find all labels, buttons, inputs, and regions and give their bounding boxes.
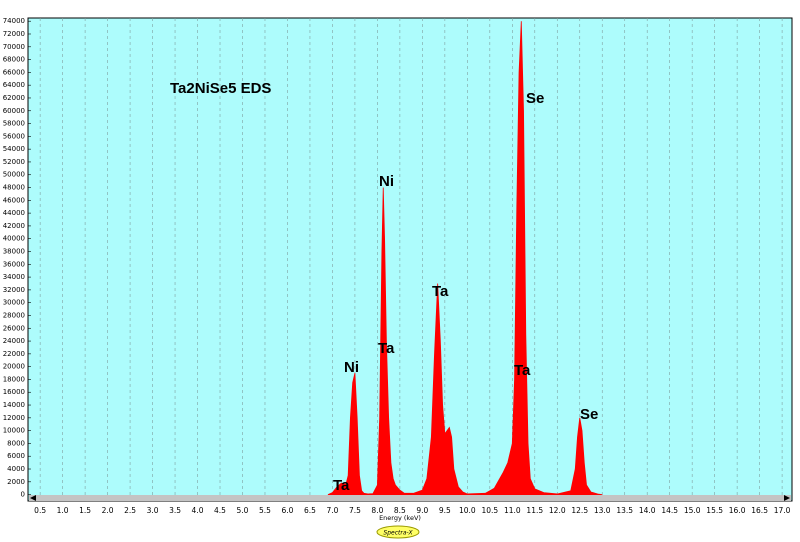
y-tick-label: 40000 <box>3 235 25 243</box>
x-tick-label: 13.0 <box>594 506 611 515</box>
y-tick-label: 28000 <box>3 311 25 319</box>
y-tick-label: 46000 <box>3 196 25 204</box>
peak-label: Ta <box>514 362 531 379</box>
y-tick-label: 70000 <box>3 43 25 51</box>
x-tick-label: 16.0 <box>729 506 746 515</box>
y-tick-label: 62000 <box>3 94 25 102</box>
y-tick-label: 2000 <box>7 478 25 486</box>
y-tick-label: 38000 <box>3 248 25 256</box>
y-tick-label: 64000 <box>3 81 25 89</box>
y-tick-label: 44000 <box>3 209 25 217</box>
x-tick-label: 4.0 <box>192 506 204 515</box>
peak-label: Ta <box>333 477 350 494</box>
x-tick-label: 5.0 <box>237 506 249 515</box>
x-tick-label: 8.5 <box>394 506 406 515</box>
y-tick-label: 52000 <box>3 158 25 166</box>
x-tick-label: 5.5 <box>259 506 271 515</box>
peak-label: Se <box>526 90 544 107</box>
x-tick-label: 14.0 <box>639 506 656 515</box>
y-tick-label: 56000 <box>3 132 25 140</box>
x-tick-label: 3.5 <box>169 506 181 515</box>
spectrum <box>327 21 603 495</box>
logo-badge <box>376 525 420 539</box>
x-tick-label: 3.0 <box>147 506 159 515</box>
x-tick-label: 8.0 <box>371 506 383 515</box>
y-tick-label: 74000 <box>3 17 25 25</box>
x-tick-label: 2.5 <box>124 506 136 515</box>
peak-label: Ta <box>432 283 449 300</box>
y-tick-label: 72000 <box>3 30 25 38</box>
x-tick-label: 12.5 <box>571 506 588 515</box>
y-tick-label: 54000 <box>3 145 25 153</box>
y-tick-label: 42000 <box>3 222 25 230</box>
x-tick-label: 2.0 <box>102 506 114 515</box>
y-tick-label: 48000 <box>3 184 25 192</box>
x-tick-label: 0.5 <box>34 506 46 515</box>
x-axis-label: Energy (keV) <box>379 514 421 522</box>
y-tick-label: 30000 <box>3 299 25 307</box>
peak-label: Ni <box>344 359 359 376</box>
x-tick-label: 10.0 <box>459 506 476 515</box>
x-tick-label: 9.5 <box>439 506 451 515</box>
y-tick-label: 66000 <box>3 68 25 76</box>
y-tick-label: 20000 <box>3 363 25 371</box>
peak-label: Se <box>580 406 598 423</box>
x-tick-label: 11.5 <box>526 506 543 515</box>
y-tick-label: 6000 <box>7 452 25 460</box>
y-tick-label: 8000 <box>7 439 25 447</box>
x-tick-label: 14.5 <box>661 506 678 515</box>
y-tick-label: 34000 <box>3 273 25 281</box>
y-tick-label: 10000 <box>3 427 25 435</box>
y-tick-label: 18000 <box>3 375 25 383</box>
peak-label: Ta <box>378 340 395 357</box>
y-tick-label: 0 <box>21 491 25 499</box>
x-tick-label: 13.5 <box>616 506 633 515</box>
y-tick-label: 26000 <box>3 324 25 332</box>
logo: Spectra-X <box>383 530 413 537</box>
y-tick-label: 22000 <box>3 350 25 358</box>
peak-label: Ni <box>379 173 394 190</box>
y-tick-label: 32000 <box>3 286 25 294</box>
x-tick-label: 7.5 <box>349 506 361 515</box>
x-tick-label: 6.5 <box>304 506 316 515</box>
y-tick-label: 24000 <box>3 337 25 345</box>
plot-area <box>27 17 793 502</box>
y-tick-label: 16000 <box>3 388 25 396</box>
x-tick-label: 15.5 <box>706 506 723 515</box>
chart-title: Ta2NiSe5 EDS <box>170 80 271 97</box>
y-tick-label: 14000 <box>3 401 25 409</box>
x-tick-label: 1.5 <box>79 506 91 515</box>
x-tick-label: 10.5 <box>481 506 498 515</box>
x-tick-label: 11.0 <box>504 506 521 515</box>
y-tick-label: 58000 <box>3 120 25 128</box>
y-tick-label: 4000 <box>7 465 25 473</box>
x-tick-label: 6.0 <box>281 506 293 515</box>
x-tick-label: 16.5 <box>751 506 768 515</box>
x-tick-label: 12.0 <box>549 506 566 515</box>
y-tick-label: 50000 <box>3 171 25 179</box>
x-tick-label: 4.5 <box>214 506 226 515</box>
y-tick-label: 12000 <box>3 414 25 422</box>
x-tick-label: 15.0 <box>684 506 701 515</box>
x-tick-label: 9.0 <box>416 506 428 515</box>
x-tick-label: 17.0 <box>774 506 791 515</box>
x-tick-label: 7.0 <box>326 506 338 515</box>
y-tick-label: 60000 <box>3 107 25 115</box>
y-tick-label: 68000 <box>3 56 25 64</box>
axis-strip <box>29 495 791 501</box>
y-tick-label: 36000 <box>3 260 25 268</box>
x-tick-label: 1.0 <box>57 506 69 515</box>
